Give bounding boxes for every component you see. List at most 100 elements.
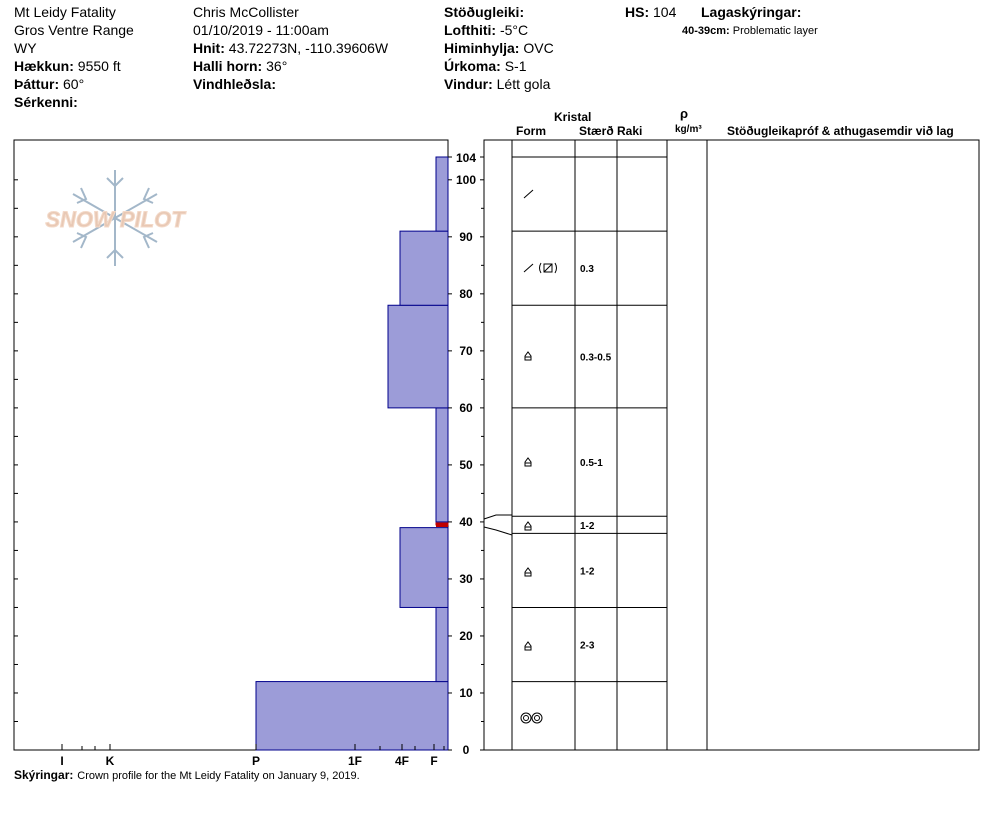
height-tick-label: 60 [459,401,473,415]
precip-value: S-1 [504,58,527,74]
aspect-row: Þáttur: 60° [14,76,84,92]
hardness-bar [255,681,449,751]
height-tick-label: 40 [459,515,473,529]
legend-range: 40-39cm: [682,25,730,37]
hardness-tick-label: F [430,754,437,768]
grain-size-label: 0.3-0.5 [580,353,612,364]
hardness-tick-label: P [252,754,260,768]
problematic-hardness-bar [435,522,449,526]
hardness-bar [387,304,449,409]
hardness-bar [399,527,449,608]
grain-size-labels: 0.3 0.3-0.5 0.5-1 1-2 1-2 2-3 [580,264,612,651]
range-name: Gros Ventre Range [14,22,134,38]
grain-size-label: 2-3 [580,641,595,652]
precip-label: Úrkoma: [444,58,501,74]
comments-label: Skýringar: [14,768,74,782]
slope-row: Halli horn: 36° [193,58,287,74]
density-unit-header: kg/m³ [675,124,702,135]
decomposing-fragments-icon [523,189,534,199]
depth-hoar-icon [524,457,532,467]
grain-size-label: 1-2 [580,566,595,577]
sky-value: OVC [523,40,554,56]
layer-table-frame [483,139,980,751]
state-name: WY [14,40,37,56]
coords-value: 43.72273N, -110.39606W [228,40,389,56]
features-label: Sérkenni: [14,94,78,110]
layer-table [483,139,980,751]
grain-size-label: 1-2 [580,521,595,532]
hardness-tick-label: 4F [395,754,409,768]
hardness-axis: I K P 1F 4F F [60,744,445,768]
hardness-tick-label: I [60,754,63,768]
wind-value: Létt gola [496,76,551,92]
height-tick-label: 50 [459,458,473,472]
hs-label: HS: [625,4,650,20]
aspect-value: 60° [63,76,85,92]
footer-comments: Skýringar: Crown profile for the Mt Leid… [14,766,360,783]
slope-label: Halli horn: [193,58,263,74]
coords-label: Hnit: [193,40,225,56]
hardness-bars [255,156,449,751]
grain-size-label: 0.3 [580,264,594,275]
left-axis-ticks [14,179,18,751]
hardness-bar [399,230,449,306]
wind-label: Vindur: [444,76,493,92]
aspect-label: Þáttur: [14,76,60,92]
height-tick-label: 100 [456,173,476,187]
height-tick-label: 30 [459,572,473,586]
precip-row: Úrkoma: S-1 [444,58,526,74]
rho-header: ρ [680,106,689,121]
observer-name: Chris McCollister [193,4,299,20]
elevation-value: 9550 ft [77,58,121,74]
legend-text: Problematic layer [732,25,818,37]
kristal-header: Kristal [554,110,592,124]
air-temp-value: -5°C [499,22,529,38]
depth-hoar-icon [524,351,532,361]
height-tick-label: 0 [463,743,470,757]
grain-size-label: 0.5-1 [580,458,603,469]
elevation-row: Hækkun: 9550 ft [14,58,121,74]
moisture-header: Raki [617,124,643,138]
wind-row: Vindur: Létt gola [444,76,550,92]
hs-value: 104 [653,4,677,20]
hs-row: HS: 104 [625,4,676,20]
logo-text: SNOW PILOT [45,207,186,232]
size-header: Stærð [579,124,614,138]
site-title: Mt Leidy Fatality [14,4,116,20]
air-temp-row: Lofthiti: -5°C [444,22,528,38]
air-temp-label: Lofthiti: [444,22,497,38]
height-tick-label: 70 [459,344,473,358]
tests-header: Stöðugleikapróf & athugasemdir við lag [727,124,954,138]
height-tick-label: 80 [459,287,473,301]
height-tick-label: 20 [459,629,473,643]
height-tick-label: 90 [459,230,473,244]
hardness-tick-label: K [106,754,115,768]
wind-loading-label: Vindhleðsla: [193,76,276,92]
snowflake-icon [72,170,158,266]
hardness-bar [435,407,449,523]
elevation-label: Hækkun: [14,58,74,74]
hardness-bar [435,156,449,232]
layer-rows [512,156,667,683]
sky-label: Himinhylja: [444,40,520,56]
height-tick-label: 104 [456,151,476,165]
observation-datetime: 01/10/2019 - 11:00am [193,22,329,38]
depth-hoar-icon [524,567,532,577]
coords-row: Hnit: 43.72273N, -110.39606W [193,40,388,56]
decomposing-fragments-icon [523,263,534,273]
slope-value: 36° [266,58,288,74]
hardness-bar [435,606,449,683]
stability-label: Stöðugleiki: [444,4,525,20]
problematic-layer-marker [436,514,513,536]
hardness-tick-label: 1F [348,754,362,768]
height-axis: 0 10 20 30 40 50 60 70 80 90 100 104 [448,151,484,757]
legend-label: Lagaskýringar: [701,4,802,20]
grain-symbols [520,189,557,724]
form-header: Form [516,124,546,138]
legend-entry: 40-39cm: Problematic layer [682,25,818,38]
snowpilot-logo: SNOW PILOT [45,170,187,266]
comments-text: Crown profile for the Mt Leidy Fatality … [77,770,360,782]
height-tick-label: 10 [459,686,473,700]
faceted-in-parens-icon [539,262,557,274]
